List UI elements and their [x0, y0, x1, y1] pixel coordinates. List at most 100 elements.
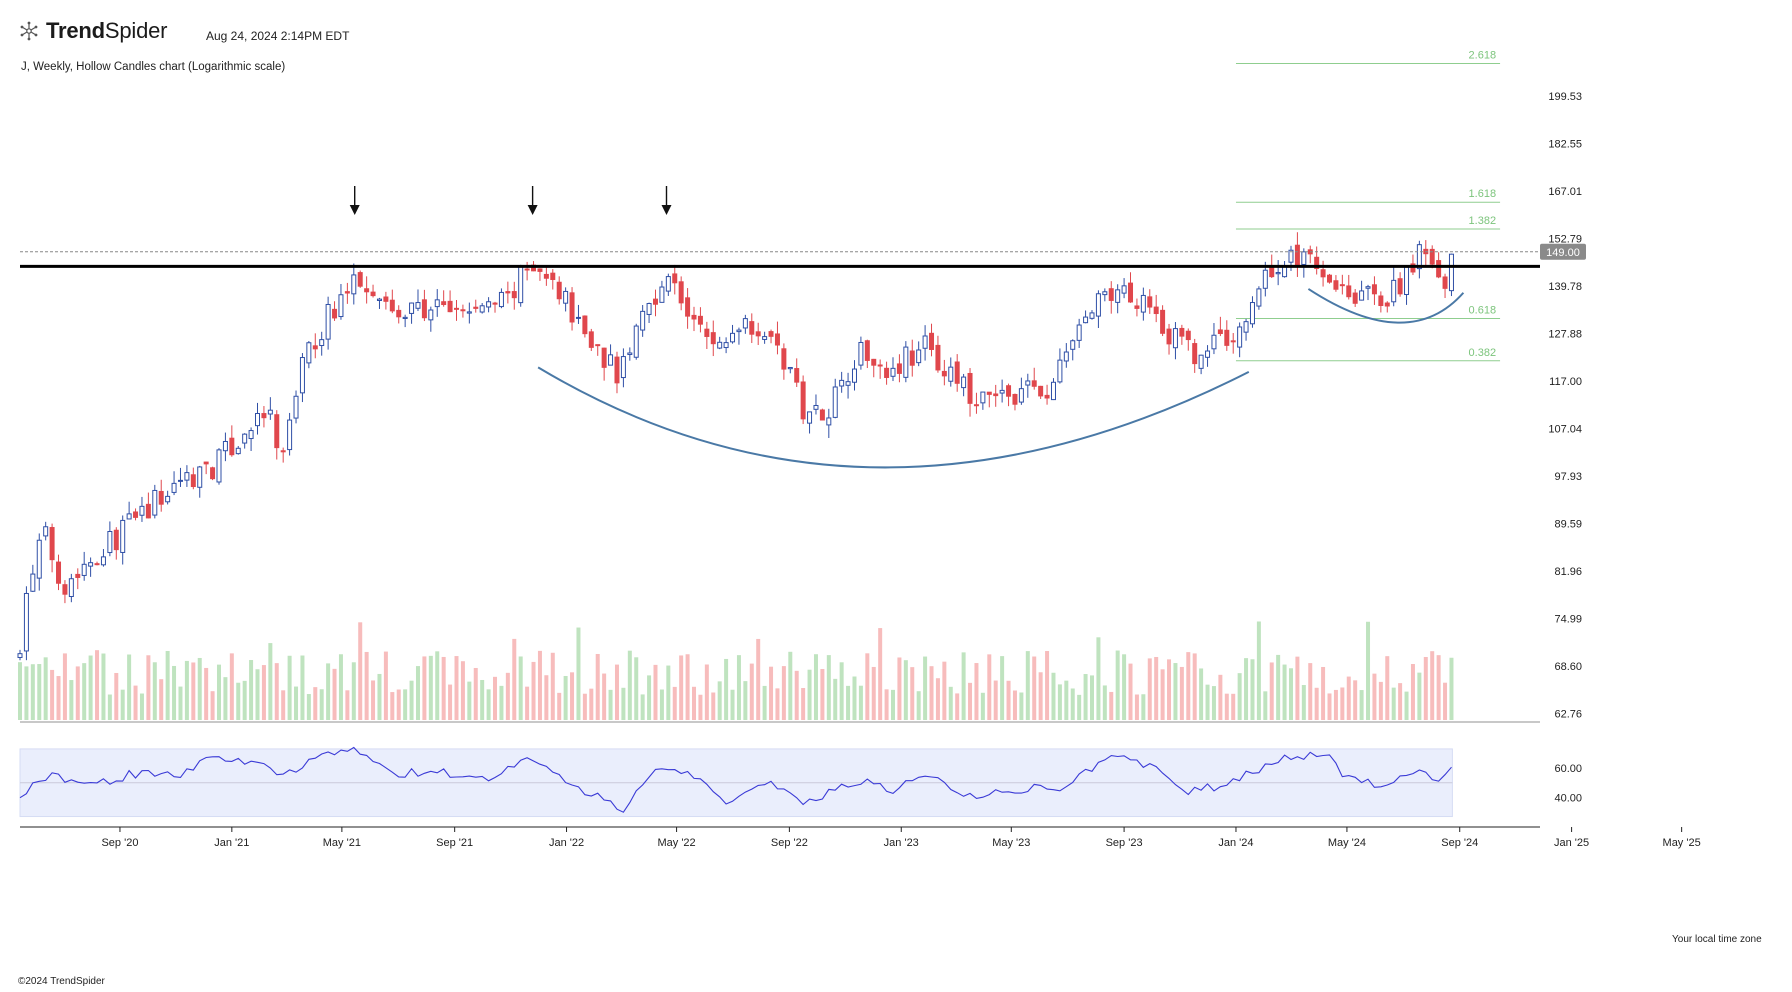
volume-bar: [415, 666, 420, 720]
candle-body: [858, 341, 864, 366]
volume-bar: [127, 654, 132, 720]
candle-body: [319, 339, 325, 347]
candle-body: [1410, 263, 1416, 273]
candle-body: [344, 291, 350, 294]
candle-body: [293, 395, 299, 419]
candle-body: [1384, 302, 1390, 307]
volume-bar: [1417, 672, 1422, 720]
candle-body: [1134, 305, 1140, 309]
candle-body: [479, 305, 485, 313]
candle-body: [1006, 385, 1012, 397]
price-tick-label: 127.88: [1548, 328, 1582, 340]
candle-body: [717, 341, 723, 349]
candle: [479, 302, 485, 314]
candle: [697, 307, 703, 333]
time-tick-label: Jan '24: [1218, 837, 1253, 849]
candle: [736, 327, 742, 345]
candle-body: [967, 372, 973, 404]
candle: [1224, 320, 1230, 351]
candle: [1006, 383, 1012, 407]
down-arrow-icon: [661, 186, 672, 215]
candle-body: [588, 331, 594, 348]
volume-bar: [313, 687, 318, 720]
candle: [582, 315, 588, 338]
volume-bar: [261, 665, 266, 720]
candle-body: [845, 381, 851, 386]
volume-bar: [326, 663, 331, 720]
volume-bar: [666, 665, 671, 720]
candle-body: [1436, 260, 1442, 278]
candle-body: [524, 268, 530, 271]
candle-body: [1076, 324, 1082, 341]
candle: [909, 339, 915, 377]
candle: [441, 290, 447, 307]
time-tick-label: Sep '21: [436, 837, 473, 849]
candle-body: [575, 316, 581, 319]
candle: [627, 347, 633, 361]
volume-bar: [43, 657, 48, 720]
volume-bar: [826, 655, 831, 720]
candle-body: [409, 302, 415, 314]
volume-bar: [1154, 656, 1159, 720]
candle-body: [43, 526, 49, 537]
volume-bar: [1109, 691, 1114, 720]
volume-bar: [1128, 663, 1133, 720]
volume-bar: [839, 662, 844, 720]
volume-bar: [499, 685, 504, 720]
volume-bar: [1045, 651, 1050, 720]
candle: [890, 357, 896, 382]
candle: [845, 372, 851, 399]
candle-body: [1179, 327, 1185, 337]
candle: [120, 515, 126, 565]
candle: [710, 320, 716, 357]
candle: [1359, 280, 1365, 301]
candle-body: [376, 298, 382, 301]
candle: [56, 554, 62, 591]
candle: [293, 390, 299, 424]
candle-body: [30, 573, 36, 592]
candle: [665, 273, 671, 296]
candlesticks[interactable]: [17, 232, 1454, 661]
candle: [1185, 328, 1191, 351]
volume-bar: [512, 638, 517, 720]
candle: [877, 359, 883, 379]
volume-bar: [974, 663, 979, 720]
candle-body: [23, 592, 29, 652]
candle: [1070, 339, 1076, 361]
candle: [858, 336, 864, 370]
candle-body: [742, 318, 748, 329]
volume-bar: [961, 652, 966, 720]
candle: [1282, 261, 1288, 278]
candle: [177, 467, 183, 487]
candle: [255, 402, 261, 435]
candle: [1063, 343, 1069, 368]
timezone-label[interactable]: Your local time zone: [1672, 934, 1762, 945]
time-tick-label: Jan '22: [549, 837, 584, 849]
price-tick-label: 182.55: [1548, 138, 1582, 150]
volume-bar: [56, 676, 61, 720]
candle-body: [1352, 292, 1358, 304]
volume-bar: [1314, 687, 1319, 720]
candle: [1012, 393, 1018, 411]
candle: [1121, 278, 1127, 299]
candle-body: [1327, 274, 1333, 283]
candle-body: [640, 310, 646, 331]
candle: [980, 391, 986, 410]
candle: [351, 263, 357, 305]
volume-bar: [531, 661, 536, 720]
time-tick-label: May '21: [323, 837, 361, 849]
candle-body: [582, 315, 588, 335]
volume-bar: [1340, 687, 1345, 720]
candle-body: [569, 292, 575, 323]
volume-bar: [865, 653, 870, 720]
candle: [1442, 273, 1448, 299]
candle: [415, 289, 421, 312]
volume-bar: [1301, 685, 1306, 720]
candle-body: [396, 309, 402, 318]
volume-bar: [1423, 656, 1428, 720]
volume-bar: [1327, 693, 1332, 720]
candle-body: [1147, 296, 1153, 308]
candle-body: [691, 314, 697, 320]
candle: [1327, 273, 1333, 284]
